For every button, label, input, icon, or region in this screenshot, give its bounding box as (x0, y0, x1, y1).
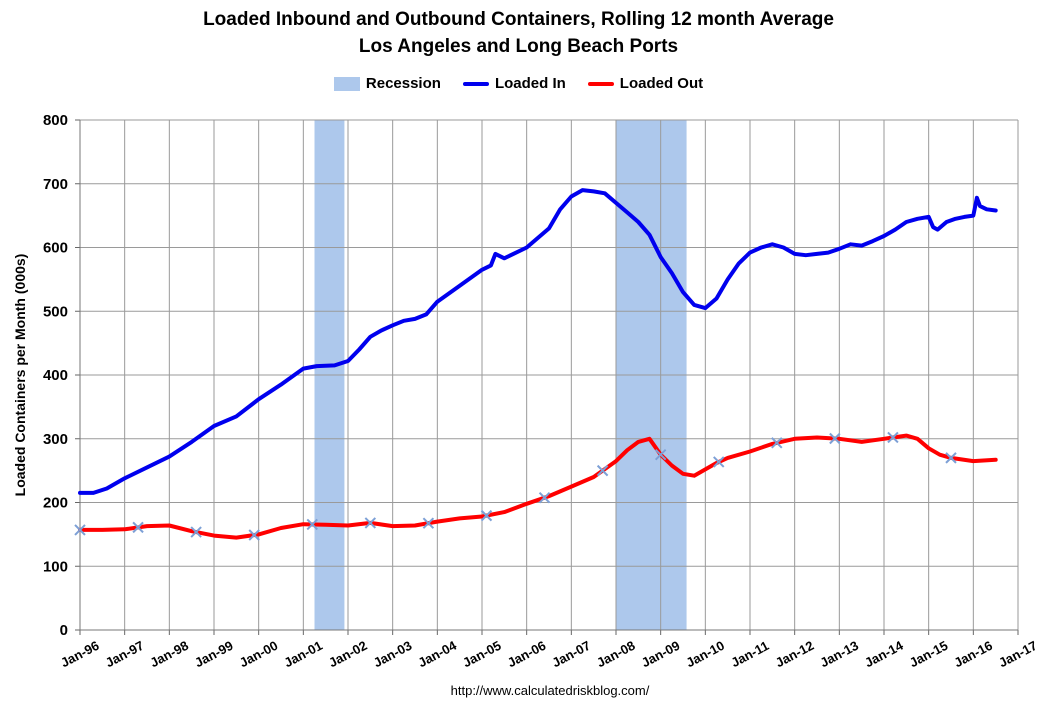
x-tick-label: Jan-02 (326, 638, 369, 671)
x-tick-label: Jan-12 (773, 638, 816, 671)
legend-label-loaded-in: Loaded In (494, 75, 566, 92)
x-tick-label: Jan-96 (58, 638, 101, 671)
x-tick-label: Jan-17 (996, 638, 1037, 671)
loaded-out-marker (422, 517, 435, 529)
x-tick-label: Jan-07 (550, 638, 593, 671)
source-url: http://www.calculatedriskblog.com/ (450, 683, 650, 698)
loaded-out-marker (538, 491, 551, 504)
x-tick-label: Jan-97 (103, 638, 146, 671)
x-tick-label: Jan-00 (237, 638, 280, 671)
y-tick-label: 700 (43, 176, 68, 193)
loaded-out-marker (248, 529, 260, 541)
loaded-out-marker (887, 431, 899, 444)
x-tick-label: Jan-13 (818, 638, 861, 671)
loaded-out-marker (829, 432, 841, 445)
x-tick-label: Jan-06 (505, 638, 548, 671)
legend-item-loaded-out: Loaded Out (587, 75, 704, 92)
y-tick-label: 100 (43, 558, 68, 575)
legend-item-loaded-in: Loaded In (462, 75, 566, 92)
legend-swatch-loaded-in (462, 81, 489, 86)
x-tick-label: Jan-09 (639, 638, 682, 671)
y-tick-label: 0 (60, 622, 68, 639)
x-tick-label: Jan-16 (952, 638, 995, 671)
loaded-out-marker (74, 524, 86, 536)
x-tick-label: Jan-05 (460, 638, 503, 671)
loaded-out-marker (190, 526, 202, 538)
series-line-loaded-in (78, 188, 998, 495)
legend-label-loaded-out: Loaded Out (619, 75, 704, 92)
legend-swatch-loaded-out (587, 81, 614, 86)
legend: Recession Loaded In Loaded Out (0, 75, 1037, 92)
x-tick-label: Jan-14 (862, 637, 906, 670)
loaded-out-marker (713, 456, 725, 468)
loaded-out-marker (364, 517, 377, 529)
series-line-loaded-out (78, 433, 998, 540)
loaded-out-marker (771, 437, 783, 449)
x-tick-label: Jan-04 (416, 637, 460, 670)
chart-subtitle: Los Angeles and Long Beach Ports (358, 36, 679, 57)
loaded-out-marker (480, 509, 493, 522)
loaded-out-marker (654, 448, 667, 461)
legend-label-recession: Recession (365, 75, 441, 92)
loaded-out-marker (306, 518, 318, 531)
x-tick-label: Jan-98 (148, 638, 191, 671)
x-tick-label: Jan-08 (594, 638, 637, 671)
x-tick-label: Jan-15 (907, 638, 950, 671)
x-tick-label: Jan-11 (728, 638, 771, 670)
loaded-out-marker (596, 464, 609, 477)
y-tick-label: 200 (43, 495, 68, 512)
y-tick-label: 800 (43, 112, 68, 129)
y-tick-label: 300 (43, 431, 68, 448)
loaded-out-marker (945, 452, 957, 464)
y-tick-label: 600 (43, 240, 68, 257)
legend-item-recession: Recession (333, 75, 441, 92)
y-tick-label: 400 (43, 367, 68, 384)
loaded-out-marker (132, 521, 144, 534)
chart-title: Loaded Inbound and Outbound Containers, … (203, 9, 834, 30)
x-tick-label: Jan-99 (192, 638, 235, 671)
y-tick-label: 500 (43, 303, 68, 320)
legend-swatch-recession (333, 76, 360, 91)
x-tick-label: Jan-01 (282, 638, 325, 671)
x-tick-label: Jan-03 (371, 638, 414, 671)
x-tick-label: Jan-10 (684, 638, 727, 671)
chart-title-block: Loaded Inbound and Outbound Containers, … (0, 6, 1037, 60)
